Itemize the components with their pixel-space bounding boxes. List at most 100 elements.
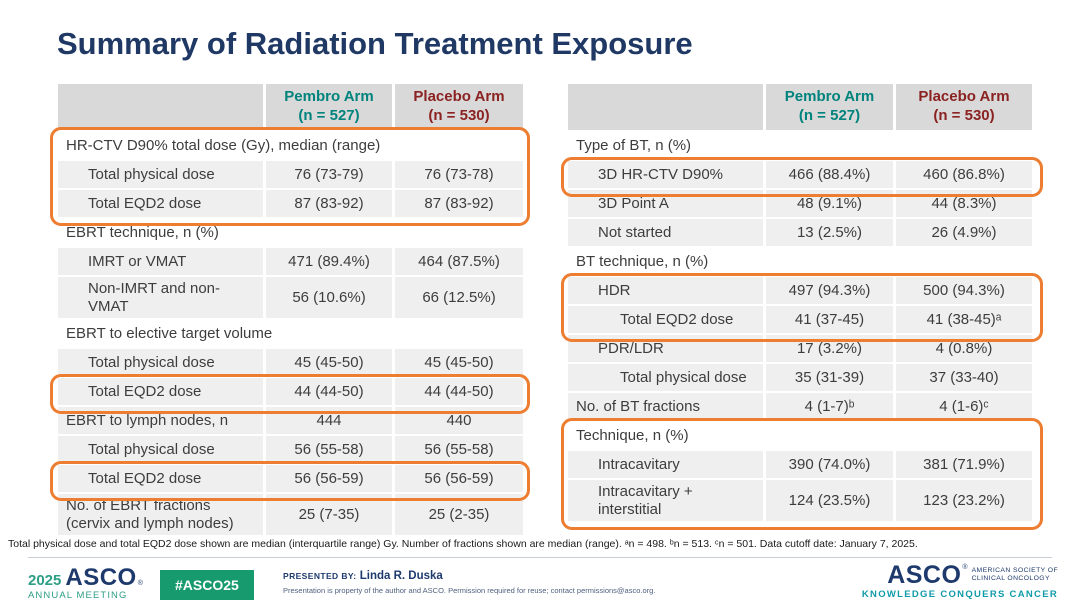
row-label: Total physical dose (568, 364, 763, 391)
table-row: Non-IMRT and non- VMAT 56 (10.6%) 66 (12… (58, 277, 523, 318)
section-row: EBRT technique, n (%) (58, 219, 523, 246)
row-label: Intracavitary + interstitial (568, 480, 763, 521)
asco-society-logo: ASCO ® AMERICAN SOCIETY OF CLINICAL ONCO… (861, 561, 1058, 600)
placebo-value: 123 (23.2%) (896, 480, 1032, 521)
society-name: AMERICAN SOCIETY OF CLINICAL ONCOLOGY (971, 566, 1058, 583)
permission-disclaimer: Presentation is property of the author a… (283, 586, 656, 595)
pembro-value: 45 (45-50) (266, 349, 392, 376)
section-row: HR-CTV D90% total dose (Gy), median (ran… (58, 132, 523, 159)
asco-wordmark: ASCO (65, 564, 137, 591)
placebo-value: 4 (1-6)ᶜ (896, 393, 1032, 420)
pembro-value: 35 (31-39) (766, 364, 893, 391)
bt-table-header: Pembro Arm (n = 527) Placebo Arm (n = 53… (568, 84, 1032, 130)
placebo-value: 44 (44-50) (395, 378, 523, 405)
table-row: Total physical dose 76 (73-79) 76 (73-78… (58, 161, 523, 188)
placebo-value: 464 (87.5%) (395, 248, 523, 275)
placebo-value: 56 (55-58) (395, 436, 523, 463)
placebo-value: 56 (56-59) (395, 465, 523, 492)
pembro-value: 56 (56-59) (266, 465, 392, 492)
section-row: BT technique, n (%) (568, 248, 1032, 275)
section-label: EBRT to elective target volume (58, 320, 523, 347)
row-label: PDR/LDR (568, 335, 763, 362)
asco-tagline: KNOWLEDGE CONQUERS CANCER (861, 588, 1058, 600)
row-label: Intracavitary (568, 451, 763, 478)
section-label: EBRT technique, n (%) (58, 219, 523, 246)
pembro-value: 390 (74.0%) (766, 451, 893, 478)
placebo-value: 25 (2-35) (395, 494, 523, 535)
asco-annual-meeting-logo: 2025 ASCO ® ANNUAL MEETING (28, 564, 143, 601)
section-row: Technique, n (%) (568, 422, 1032, 449)
table-row: HDR 497 (94.3%) 500 (94.3%) (568, 277, 1032, 304)
pembro-value: 17 (3.2%) (766, 335, 893, 362)
pembro-value: 4 (1-7)ᵇ (766, 393, 893, 420)
meeting-year: 2025 (28, 572, 62, 589)
placebo-value: 45 (45-50) (395, 349, 523, 376)
header-empty-cell (568, 84, 763, 130)
table-row: 3D HR-CTV D90% 466 (88.4%) 460 (86.8%) (568, 161, 1032, 188)
ebrt-table-header: Pembro Arm (n = 527) Placebo Arm (n = 53… (58, 84, 523, 130)
table-row: No. of EBRT fractions (cervix and lymph … (58, 494, 523, 535)
pembro-value: 124 (23.5%) (766, 480, 893, 521)
table-row: Total physical dose 56 (55-58) 56 (55-58… (58, 436, 523, 463)
table-row: Total physical dose 35 (31-39) 37 (33-40… (568, 364, 1032, 391)
table-row: IMRT or VMAT 471 (89.4%) 464 (87.5%) (58, 248, 523, 275)
table-row: Not started 13 (2.5%) 26 (4.9%) (568, 219, 1032, 246)
placebo-arm-header: Placebo Arm (n = 530) (896, 84, 1032, 130)
table-row: PDR/LDR 17 (3.2%) 4 (0.8%) (568, 335, 1032, 362)
ebrt-table: Pembro Arm (n = 527) Placebo Arm (n = 53… (58, 84, 523, 535)
presenter-name: Linda R. Duska (359, 570, 443, 582)
registered-mark: ® (137, 580, 143, 587)
hashtag-badge: #ASCO25 (160, 570, 254, 600)
table-row: Total physical dose 45 (45-50) 45 (45-50… (58, 349, 523, 376)
row-label: Total physical dose (58, 161, 263, 188)
placebo-value: 381 (71.9%) (896, 451, 1032, 478)
pembro-value: 87 (83-92) (266, 190, 392, 217)
presented-by-label: PRESENTED BY: (283, 571, 357, 581)
section-row: Type of BT, n (%) (568, 132, 1032, 159)
annual-meeting-label: ANNUAL MEETING (28, 590, 128, 601)
pembro-value: 76 (73-79) (266, 161, 392, 188)
row-label: Total physical dose (58, 436, 263, 463)
row-label: No. of EBRT fractions (cervix and lymph … (58, 494, 263, 535)
registered-mark: ® (962, 564, 968, 571)
section-label: Technique, n (%) (568, 422, 1032, 449)
bt-table: Pembro Arm (n = 527) Placebo Arm (n = 53… (568, 84, 1032, 521)
placebo-value: 41 (38-45)ᵃ (896, 306, 1032, 333)
page-title: Summary of Radiation Treatment Exposure (57, 26, 693, 61)
section-row: EBRT to elective target volume (58, 320, 523, 347)
row-label: Non-IMRT and non- VMAT (58, 277, 263, 318)
pembro-value: 41 (37-45) (766, 306, 893, 333)
placebo-arm-header: Placebo Arm (n = 530) (395, 84, 523, 130)
pembro-value: 44 (44-50) (266, 378, 392, 405)
pembro-value: 56 (55-58) (266, 436, 392, 463)
placebo-value: 26 (4.9%) (896, 219, 1032, 246)
table-row: EBRT to lymph nodes, n 444 440 (58, 407, 523, 434)
row-label: Total EQD2 dose (568, 306, 763, 333)
pembro-value: 466 (88.4%) (766, 161, 893, 188)
placebo-value: 66 (12.5%) (395, 277, 523, 318)
placebo-value: 500 (94.3%) (896, 277, 1032, 304)
row-label: Total physical dose (58, 349, 263, 376)
table-row: 3D Point A 48 (9.1%) 44 (8.3%) (568, 190, 1032, 217)
row-label: 3D HR-CTV D90% (568, 161, 763, 188)
table-row: Total EQD2 dose 56 (56-59) 56 (56-59) (58, 465, 523, 492)
section-label: Type of BT, n (%) (568, 132, 1032, 159)
row-label: Not started (568, 219, 763, 246)
asco-wordmark: ASCO (887, 561, 962, 589)
row-label: No. of BT fractions (568, 393, 763, 420)
row-label: IMRT or VMAT (58, 248, 263, 275)
row-label: Total EQD2 dose (58, 465, 263, 492)
section-label: BT technique, n (%) (568, 248, 1032, 275)
table-row: Intracavitary + interstitial 124 (23.5%)… (568, 480, 1032, 521)
pembro-arm-header: Pembro Arm (n = 527) (766, 84, 893, 130)
header-empty-cell (58, 84, 263, 130)
footnote: Total physical dose and total EQD2 dose … (8, 538, 918, 550)
row-label: EBRT to lymph nodes, n (58, 407, 263, 434)
row-label: 3D Point A (568, 190, 763, 217)
presenter-block: PRESENTED BY: Linda R. Duska Presentatio… (283, 570, 655, 595)
pembro-value: 48 (9.1%) (766, 190, 893, 217)
table-row: Total EQD2 dose 87 (83-92) 87 (83-92) (58, 190, 523, 217)
placebo-value: 44 (8.3%) (896, 190, 1032, 217)
placebo-value: 440 (395, 407, 523, 434)
